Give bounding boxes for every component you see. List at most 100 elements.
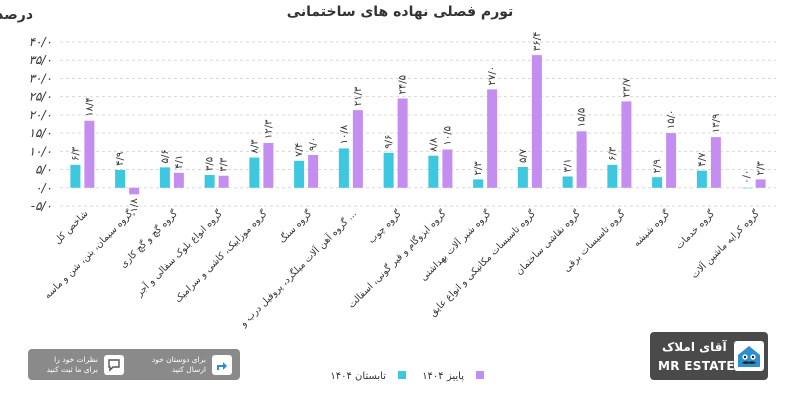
bar-autumn bbox=[352, 110, 363, 188]
category-label: گروه ایزوگام و قیر گونی، اسفالت bbox=[345, 207, 448, 310]
data-label: ۱۰/۵ bbox=[442, 126, 453, 145]
y-tick-label: ۳۰/۰ bbox=[29, 71, 52, 85]
bar-summer bbox=[204, 175, 215, 188]
bar-summer bbox=[652, 177, 663, 188]
data-label: ۱۰/۸ bbox=[339, 124, 350, 144]
data-label: ۳/۳ bbox=[219, 157, 230, 172]
data-label: ۲۴/۵ bbox=[398, 75, 409, 94]
data-label: ۱۳/۹ bbox=[711, 114, 722, 133]
category-label: گروه سنگ bbox=[276, 207, 314, 245]
legend-swatch bbox=[476, 371, 484, 379]
data-label: ۶/۳ bbox=[70, 146, 81, 161]
legend-swatch bbox=[398, 371, 406, 379]
bar-autumn bbox=[173, 172, 184, 188]
bar-summer bbox=[428, 155, 439, 188]
bar-summer bbox=[741, 187, 752, 189]
bar-autumn bbox=[755, 179, 766, 188]
chat-bubble-icon bbox=[104, 354, 124, 375]
chart-title: تورم فصلی نهاده های ساختمانی bbox=[287, 4, 514, 20]
legend: پاییز ۱۴۰۴ تابستان ۱۴۰۴ bbox=[330, 371, 484, 382]
bar-autumn bbox=[397, 98, 408, 188]
bar-autumn bbox=[487, 89, 498, 188]
y-tick-label: ۰/۰ bbox=[35, 181, 52, 195]
data-labels: ۶/۳ ۱۸/۴ ۴/۹ -۱/۸ ۵/۶ ۴/۱ ۳/۵ ۳/۳ ۸/۳۱۲/۳ ۷/۴ ۹/۰ ۱… bbox=[70, 32, 766, 216]
share-arrow-icon bbox=[212, 354, 232, 375]
data-label: ۹/۶ bbox=[384, 135, 395, 149]
data-label: ۸/۸ bbox=[428, 137, 439, 152]
category-label: گروه چوب bbox=[366, 207, 405, 246]
data-label: ۲/۹ bbox=[652, 159, 663, 173]
house-mustache-icon bbox=[734, 341, 764, 371]
bar-summer bbox=[562, 176, 573, 188]
data-label: ۸/۳ bbox=[249, 139, 260, 154]
y-tick-label: ۱۰/۰ bbox=[29, 144, 52, 158]
y-axis: ۴۰/۰ ۳۵/۰ ۳۰/۰ ۲۵/۰ ۲۰/۰ ۱۵/۰ ۱۰/۰ ۵/۰ ۰/۰ -۵/۰ bbox=[29, 35, 52, 213]
y-tick-label: ۵/۰ bbox=[35, 163, 52, 177]
data-label: ۵/۷ bbox=[518, 148, 529, 163]
data-label: ۳/۵ bbox=[205, 157, 216, 171]
category-label: شاخص کل bbox=[52, 208, 90, 246]
bar-autumn bbox=[263, 142, 274, 188]
bar-autumn bbox=[576, 131, 587, 188]
data-label: -۱/۸ bbox=[129, 198, 140, 216]
bar-autumn bbox=[308, 154, 319, 188]
category-label: گروه انواع بلوک سفالی و آجر bbox=[132, 207, 225, 300]
data-label: ۱۸/۴ bbox=[84, 97, 95, 116]
category-label: گروه شیشه bbox=[631, 207, 673, 249]
data-label: ۹/۰ bbox=[308, 137, 319, 151]
data-label: ۱۵/۵ bbox=[577, 108, 588, 127]
send-line-2: ارسال کنید bbox=[171, 364, 206, 374]
data-label: ۲/۳ bbox=[473, 161, 484, 176]
bar-summer bbox=[517, 167, 528, 188]
data-label: ۲/۳ bbox=[756, 161, 767, 176]
y-tick-label: ۴۰/۰ bbox=[29, 35, 52, 49]
send-to-friends-button[interactable]: برای دوستان خود ارسال کنید bbox=[144, 354, 232, 375]
send-line-1: برای دوستان خود bbox=[151, 354, 206, 364]
bar-summer bbox=[115, 169, 126, 188]
bar-summer bbox=[159, 167, 170, 188]
data-label: ۳۶/۴ bbox=[532, 32, 543, 51]
category-label: گروه موزاییک، کاشی و سرامیک bbox=[172, 207, 270, 305]
bars bbox=[70, 55, 766, 195]
bar-summer bbox=[473, 179, 484, 188]
bar-summer bbox=[338, 148, 349, 188]
bar-autumn bbox=[666, 133, 677, 188]
logo-name-fa: آقای املاک bbox=[662, 340, 727, 354]
bar-autumn bbox=[129, 187, 140, 195]
data-label: ۱۲/۳ bbox=[263, 119, 274, 139]
brand-logo[interactable]: آقای املاک MR ESTATE bbox=[650, 332, 768, 380]
y-tick-label: ۱۵/۰ bbox=[29, 126, 52, 140]
category-label: گروه خدمات bbox=[673, 207, 717, 251]
comment-button[interactable]: نظرات خود را برای ما ثبت کنید bbox=[36, 354, 124, 375]
y-tick-label: -۵/۰ bbox=[31, 199, 52, 213]
data-label: ۶/۳ bbox=[607, 146, 618, 161]
data-label: ۴/۹ bbox=[115, 152, 126, 166]
data-label: ۲۳/۷ bbox=[621, 77, 632, 97]
bar-autumn bbox=[621, 101, 632, 188]
legend-label: پاییز ۱۴۰۴ bbox=[422, 371, 464, 382]
share-widget: برای دوستان خود ارسال کنید نظرات خود را … bbox=[28, 349, 240, 380]
bar-summer bbox=[696, 170, 707, 188]
bar-autumn bbox=[710, 137, 721, 188]
comment-line-2: برای ما ثبت کنید bbox=[46, 364, 98, 374]
y-tick-label: ۲۰/۰ bbox=[29, 108, 52, 122]
bar-summer bbox=[383, 152, 394, 188]
bar-summer bbox=[249, 157, 260, 188]
data-label: ۷/۴ bbox=[294, 143, 305, 157]
bar-summer bbox=[294, 160, 305, 188]
data-label: ۰/۰ bbox=[742, 170, 753, 184]
data-label: ۴/۱ bbox=[174, 155, 185, 169]
bar-autumn bbox=[442, 149, 453, 188]
bar-summer bbox=[70, 164, 81, 188]
category-label: گروه سیمان، بتن، شن و ماسه bbox=[42, 207, 136, 301]
bar-autumn bbox=[84, 120, 95, 188]
unit-label: درصد bbox=[0, 7, 33, 23]
data-label: ۲۱/۳ bbox=[353, 86, 364, 106]
data-label: ۵/۶ bbox=[160, 149, 171, 163]
bar-autumn bbox=[531, 55, 542, 188]
data-label: ۲۷/۰ bbox=[487, 66, 498, 85]
data-label: ۳/۱ bbox=[563, 158, 574, 172]
y-tick-label: ۳۵/۰ bbox=[29, 53, 52, 67]
